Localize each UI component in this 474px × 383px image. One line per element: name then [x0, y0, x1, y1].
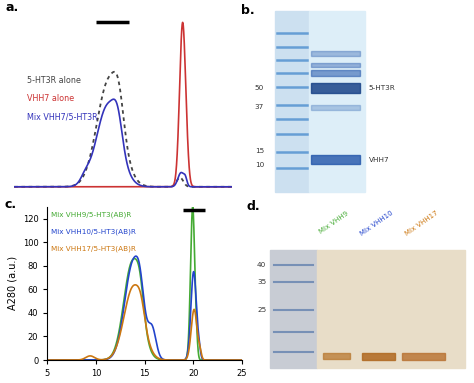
Text: Mix VHH10/5-HT3(AB)R: Mix VHH10/5-HT3(AB)R	[51, 228, 136, 235]
Bar	[311, 155, 360, 165]
Text: VHH7 alone: VHH7 alone	[27, 94, 74, 103]
Bar	[311, 70, 360, 76]
Text: 25: 25	[257, 307, 266, 313]
Y-axis label: A280 (a.u.): A280 (a.u.)	[7, 256, 17, 311]
Bar	[362, 353, 394, 360]
Text: c.: c.	[5, 198, 17, 211]
Text: b.: b.	[241, 4, 255, 17]
Text: 10: 10	[255, 162, 264, 169]
Bar	[402, 353, 445, 360]
Text: Mix VHH7/5-HT3R: Mix VHH7/5-HT3R	[27, 112, 98, 121]
Bar	[317, 250, 465, 368]
Text: 50: 50	[255, 85, 264, 91]
Bar	[311, 51, 360, 56]
Bar	[311, 63, 360, 67]
Bar	[311, 105, 360, 110]
Bar	[309, 11, 365, 192]
Bar	[311, 83, 360, 93]
Text: Mix VHH10: Mix VHH10	[359, 210, 395, 237]
Text: Mix VHH9: Mix VHH9	[319, 210, 350, 234]
Text: 35: 35	[257, 280, 266, 285]
Bar	[270, 250, 317, 368]
Text: d.: d.	[247, 200, 261, 213]
Text: Mix VHH17: Mix VHH17	[404, 210, 439, 237]
Text: Mix VHH17/5-HT3(AB)R: Mix VHH17/5-HT3(AB)R	[51, 245, 136, 252]
Text: 37: 37	[255, 104, 264, 110]
Text: 40: 40	[257, 262, 266, 268]
Text: Mix VHH9/5-HT3(AB)R: Mix VHH9/5-HT3(AB)R	[51, 211, 132, 218]
Bar	[323, 353, 350, 359]
Bar	[275, 11, 309, 192]
Text: 15: 15	[255, 148, 264, 154]
Text: VHH7: VHH7	[369, 157, 389, 163]
Text: 5-HT3R: 5-HT3R	[369, 85, 395, 91]
Text: a.: a.	[6, 1, 19, 14]
Text: 5-HT3R alone: 5-HT3R alone	[27, 76, 81, 85]
